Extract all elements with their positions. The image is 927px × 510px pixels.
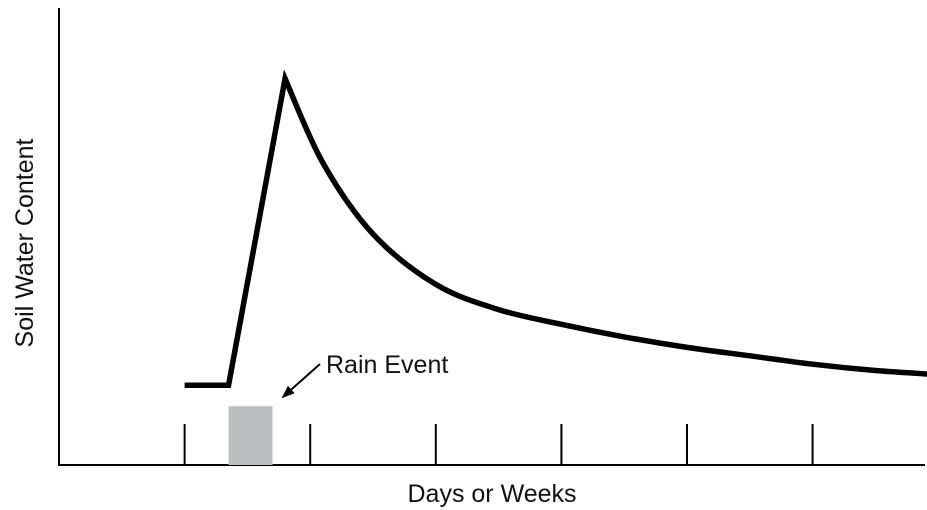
series-line (184, 69, 927, 388)
rain-event-label: Rain Event (326, 351, 448, 379)
y-axis-title: Soil Water Content (11, 139, 39, 348)
rain-event-bar (228, 406, 273, 465)
x-axis-title: Days or Weeks (407, 480, 576, 508)
annotation-arrow-line (290, 363, 321, 391)
x-axis-ticks (183, 424, 814, 465)
rain-event-annotation: Rain Event (281, 351, 448, 399)
annotation-arrow-head (281, 385, 295, 399)
